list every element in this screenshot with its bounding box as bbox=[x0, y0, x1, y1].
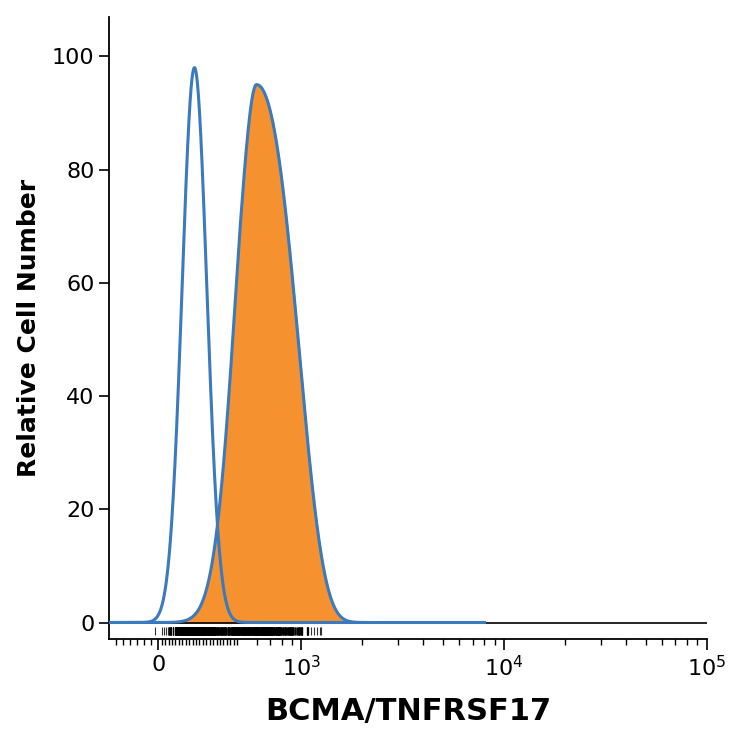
Y-axis label: Relative Cell Number: Relative Cell Number bbox=[16, 179, 41, 477]
X-axis label: BCMA/TNFRSF17: BCMA/TNFRSF17 bbox=[265, 698, 551, 727]
